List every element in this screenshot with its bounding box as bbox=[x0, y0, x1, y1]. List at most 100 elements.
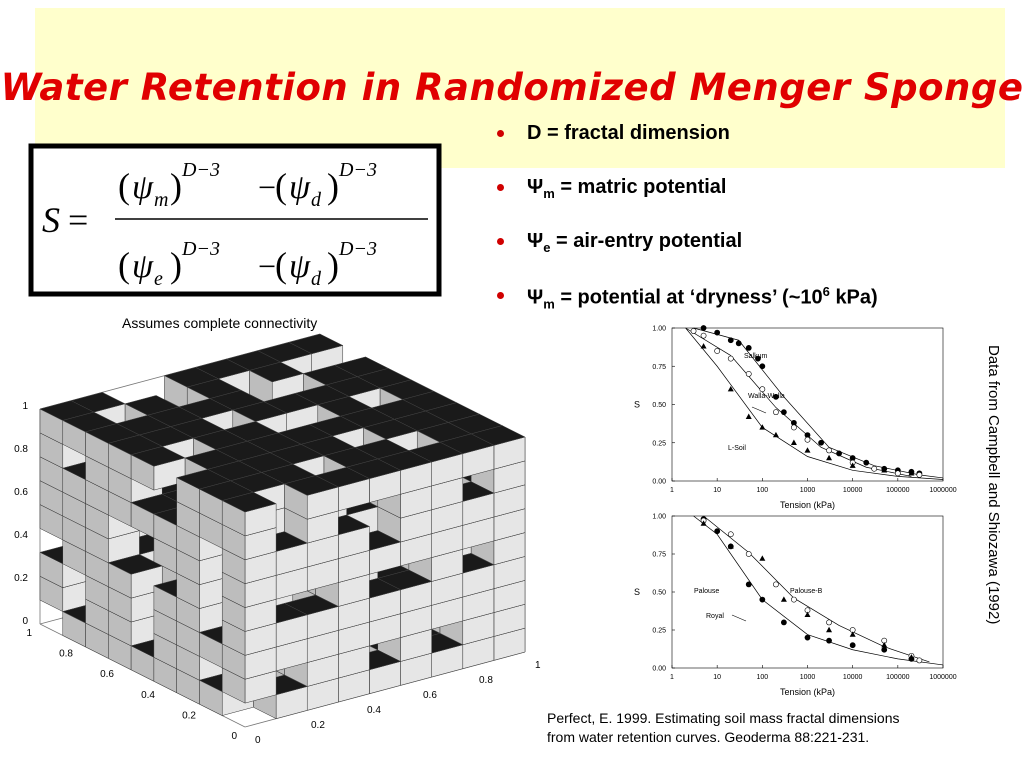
x-tick-label: 100 bbox=[756, 487, 768, 494]
x-axis-label: Tension (kPa) bbox=[780, 500, 835, 510]
point bbox=[871, 465, 878, 472]
exponent: D−3 bbox=[338, 238, 377, 260]
bullet: Ψm = potential at ‘dryness’ (~106 kPa) bbox=[495, 284, 878, 338]
paren: ( bbox=[275, 245, 287, 285]
x-tick-label: 1000000 bbox=[929, 674, 956, 681]
point bbox=[745, 551, 752, 557]
point bbox=[773, 393, 779, 400]
right-tick-label: 1 bbox=[535, 660, 541, 671]
voxel-face bbox=[283, 475, 340, 496]
reference-line: Perfect, E. 1999. Estimating soil mass f… bbox=[547, 710, 900, 726]
point bbox=[908, 654, 915, 660]
point bbox=[759, 363, 766, 370]
point bbox=[700, 332, 707, 339]
subscript: e bbox=[543, 240, 551, 255]
right-tick-label: 0.2 bbox=[311, 720, 325, 731]
symbol: Ψ bbox=[527, 230, 544, 252]
point bbox=[818, 439, 824, 446]
series-label: Walla-Walla bbox=[748, 393, 785, 400]
x-tick-label: 10 bbox=[713, 487, 721, 494]
left-tick-label: 0.4 bbox=[141, 690, 155, 701]
superscript: 6 bbox=[822, 284, 830, 299]
reference-line: from water retention curves. Geoderma 88… bbox=[547, 729, 870, 745]
formula-lhs: S bbox=[42, 200, 60, 240]
left-tick-label: 0.6 bbox=[100, 669, 114, 680]
caption: Assumes complete connectivity bbox=[122, 315, 318, 331]
slide-title: Water Retention in Randomized Menger Spo… bbox=[0, 66, 1024, 109]
y-tick-label: 0.50 bbox=[652, 590, 666, 597]
point bbox=[759, 386, 766, 393]
point bbox=[804, 611, 811, 617]
point bbox=[714, 329, 721, 336]
point bbox=[727, 355, 734, 362]
paren: ( bbox=[118, 166, 130, 206]
point bbox=[759, 596, 766, 603]
series-label: Salkum bbox=[744, 353, 768, 360]
point bbox=[894, 470, 901, 477]
label-arrow bbox=[731, 614, 747, 622]
psi: ψ bbox=[132, 169, 154, 206]
series-label: Royal bbox=[706, 613, 724, 620]
point bbox=[916, 657, 923, 664]
title-band bbox=[35, 8, 1005, 168]
y-tick-label: 0.50 bbox=[652, 402, 666, 409]
y-tick-label: 0.25 bbox=[652, 440, 666, 447]
psi: ψ bbox=[289, 248, 311, 285]
point bbox=[745, 413, 752, 419]
point bbox=[690, 328, 697, 334]
formula-box bbox=[28, 143, 442, 297]
point bbox=[908, 470, 915, 476]
right-tick-label: 0.4 bbox=[367, 705, 381, 716]
point bbox=[790, 439, 797, 445]
y-tick-label: 1.00 bbox=[652, 514, 666, 521]
point bbox=[700, 520, 707, 526]
subscript: m bbox=[543, 296, 555, 312]
z-tick-label: 1 bbox=[22, 401, 28, 412]
point bbox=[727, 386, 734, 392]
point bbox=[700, 343, 707, 349]
right-tick-label: 0.8 bbox=[479, 675, 493, 686]
bullet-list: D = fractal dimension Ψm = matric potenti… bbox=[495, 122, 878, 338]
fit-curve bbox=[693, 515, 944, 666]
y-axis-label: S bbox=[634, 587, 640, 597]
series-label: Palouse-B bbox=[790, 588, 823, 595]
z-tick-label: 0.6 bbox=[14, 487, 28, 498]
x-tick-label: 100000 bbox=[886, 487, 909, 494]
paren: ) bbox=[170, 245, 182, 285]
bullet-text: = matric potential bbox=[560, 176, 727, 198]
point bbox=[780, 619, 787, 626]
point bbox=[700, 325, 707, 331]
x-tick-label: 1000000 bbox=[929, 487, 956, 494]
x-tick-label: 1000 bbox=[800, 487, 816, 494]
point bbox=[791, 596, 797, 603]
z-tick-label: 0 bbox=[22, 616, 28, 627]
point bbox=[791, 424, 797, 431]
psi: ψ bbox=[289, 169, 311, 206]
point bbox=[755, 355, 761, 362]
point bbox=[863, 459, 870, 466]
fit-curve bbox=[685, 327, 944, 480]
point bbox=[745, 581, 752, 588]
z-tick-label: 0.4 bbox=[14, 530, 28, 541]
x-tick-label: 1000 bbox=[800, 674, 816, 681]
paren: ) bbox=[170, 166, 182, 206]
y-tick-label: 0.00 bbox=[652, 666, 666, 673]
voxel-face bbox=[248, 361, 305, 383]
exponent: D−3 bbox=[338, 159, 377, 181]
y-tick-label: 1.00 bbox=[652, 326, 666, 333]
point bbox=[735, 340, 742, 347]
x-tick-label: 100000 bbox=[886, 674, 909, 681]
left-tick-label: 0.2 bbox=[182, 710, 196, 721]
paren: ( bbox=[118, 245, 130, 285]
point bbox=[759, 555, 766, 561]
plot-frame bbox=[671, 327, 944, 482]
paren: ) bbox=[327, 245, 339, 285]
minus: − bbox=[258, 169, 276, 205]
y-tick-label: 0.00 bbox=[652, 479, 666, 486]
point bbox=[881, 646, 888, 653]
point bbox=[916, 471, 923, 478]
y-tick-label: 0.75 bbox=[652, 364, 666, 371]
